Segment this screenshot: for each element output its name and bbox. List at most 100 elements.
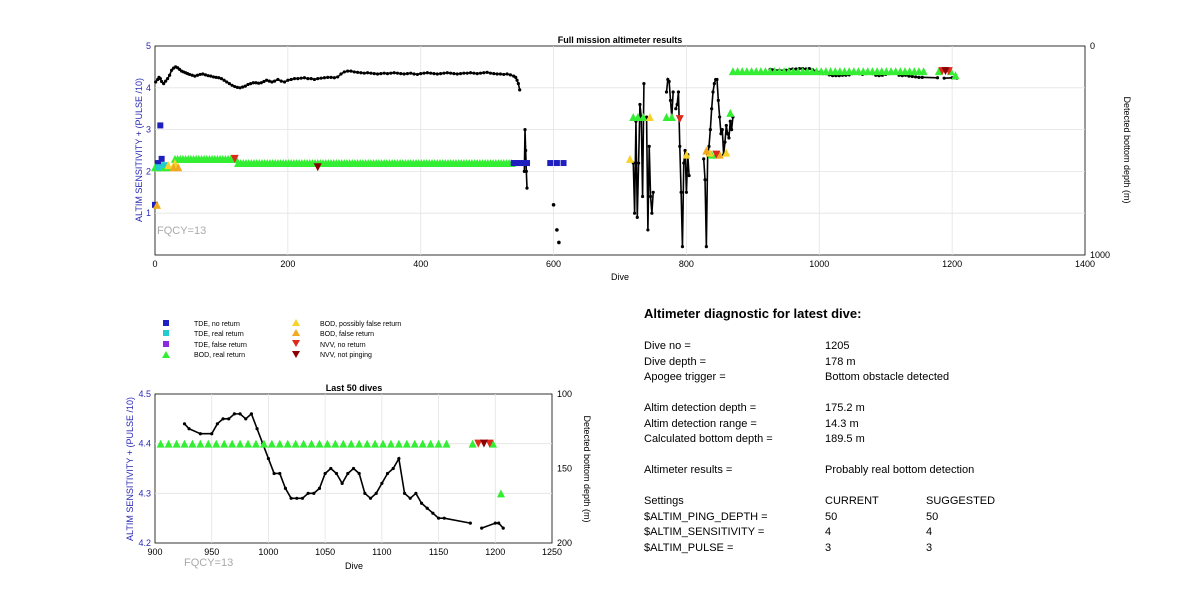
mission-y2label: Detected bottom depth (m) [1122,96,1132,203]
last50-depth-point [182,422,187,426]
legend-bod-false-return-swatch [292,329,300,336]
mission-depth-point [389,71,393,75]
mission-depth-point [190,73,194,77]
mission-depth-point [651,190,655,194]
mission-y2tick-label: 0 [1090,41,1095,51]
mission-depth-point [219,77,224,81]
mission-depth-point [488,71,493,75]
last50-bod-real-marker [496,489,505,498]
mission-depth-point [455,72,459,76]
mission-depth-point [935,76,940,80]
legend-nvv-no-return-swatch [292,340,300,347]
mission-depth-point [524,169,528,173]
last50-depth-point [431,511,435,515]
legend-tde-real-return-swatch [163,330,169,336]
mission-ytick-label: 3 [146,125,151,135]
dive-depth-value: 178 m [825,355,856,368]
mission-xtick-label: 1400 [1075,259,1095,269]
mission-depth-point [198,72,202,77]
mission-xtick-label: 1000 [809,259,829,269]
last50-bod-real-marker [212,439,221,448]
mission-bod-real-marker [934,67,943,76]
mission-depth-point [352,70,356,74]
last50-bod-real-marker [378,439,387,448]
last50-depth-point [283,486,288,490]
legend-tde-false-return: TDE, false return [194,342,247,349]
mission-tde_no_return-marker [520,160,527,167]
results-label: Altimeter results = [644,464,733,476]
last50-bod-real-marker [410,439,419,448]
last50-bod-real-marker [371,439,380,448]
mission-depth-point [715,77,719,82]
mission-depth-point [309,77,313,81]
results-value: Probably real bottom detection [825,464,975,476]
last50-depth-point [436,516,441,520]
last50-bod-real-marker [172,439,181,448]
last50-depth-point [363,491,367,495]
legend-bod-real-return-swatch [162,351,170,358]
mission-nvv_no_return-marker [712,150,721,159]
mission-depth-point [644,115,649,119]
last50-title: Last 50 dives [326,383,383,393]
mission-depth-point [222,78,226,82]
last50-depth-point [497,521,501,525]
last50-depth-point [221,417,225,421]
mission-depth-point [523,128,527,132]
calculated-bottom-value: 189.5 m [825,433,865,445]
mission-title: Full mission altimeter results [558,35,683,45]
ping-depth-current: 50 [825,510,838,523]
mission-depth-point [724,123,728,128]
last50-depth-line [481,522,504,529]
mission-depth-point [475,71,479,76]
mission-depth-point [162,82,166,86]
mission-depth-point [638,102,642,107]
last50-ytick-label: 4.5 [138,389,151,399]
mission-xtick-label: 400 [413,259,428,269]
last50-y2tick-label: 100 [557,389,572,399]
current-label: CURRENT [825,495,879,507]
last50-y2tick-label: 150 [557,464,572,474]
mission-bod-real-marker [639,113,648,122]
mission-bod-real-marker [633,113,642,122]
last50-depth-point [329,466,333,471]
mission-bod_possibly_false-marker [645,113,654,122]
mission-depth-point [385,71,390,76]
last50-bod-real-marker [418,439,427,448]
mission-depth-point [326,75,330,79]
mission-depth-point [674,107,678,111]
mission-depth-point [637,161,641,165]
mission-tde_no_return-marker [547,160,554,167]
sensitivity-row: $ALTIM_SENSITIVITY = 4 4 [644,525,1164,541]
last50-depth-point [278,471,282,476]
mission-depth-point [409,71,413,75]
mission-depth-point [445,71,449,75]
last50-bod-real-marker [299,439,308,448]
last50-bod-real-marker [204,439,213,448]
mission-bod_possibly_false-marker [164,161,173,170]
mission-depth-point [680,245,685,249]
mission-bod_false_return-marker [702,146,711,155]
mission-depth-point [316,77,320,81]
mission-xtick-label: 0 [152,259,157,269]
mission-depth-point [650,211,654,215]
mission-depth-point [730,128,734,132]
mission-depth-point [164,79,168,83]
last50-depth-point [187,427,191,431]
mission-depth-point [262,79,266,84]
mission-bod_possibly_false-marker [625,154,634,163]
legend-bod-possibly-false-swatch [292,319,300,326]
mission-depth-point [270,80,274,84]
mission-depth-point [718,115,722,119]
mission-depth-point [339,72,343,76]
mission-depth-point [702,157,706,161]
legend-nvv-not-pinging-swatch [292,351,300,358]
mission-depth-point [375,72,380,76]
mission-bod-real-marker [951,71,960,80]
detection-depth-row: Altim detection depth = 175.2 m [644,401,1164,417]
mission-depth-point [465,71,469,75]
mission-depth-point [372,71,376,76]
mission-depth-point [292,77,297,81]
mission-depth-point [382,71,386,75]
mission-depth-point [682,161,686,165]
last50-bod-real-marker [275,439,284,448]
